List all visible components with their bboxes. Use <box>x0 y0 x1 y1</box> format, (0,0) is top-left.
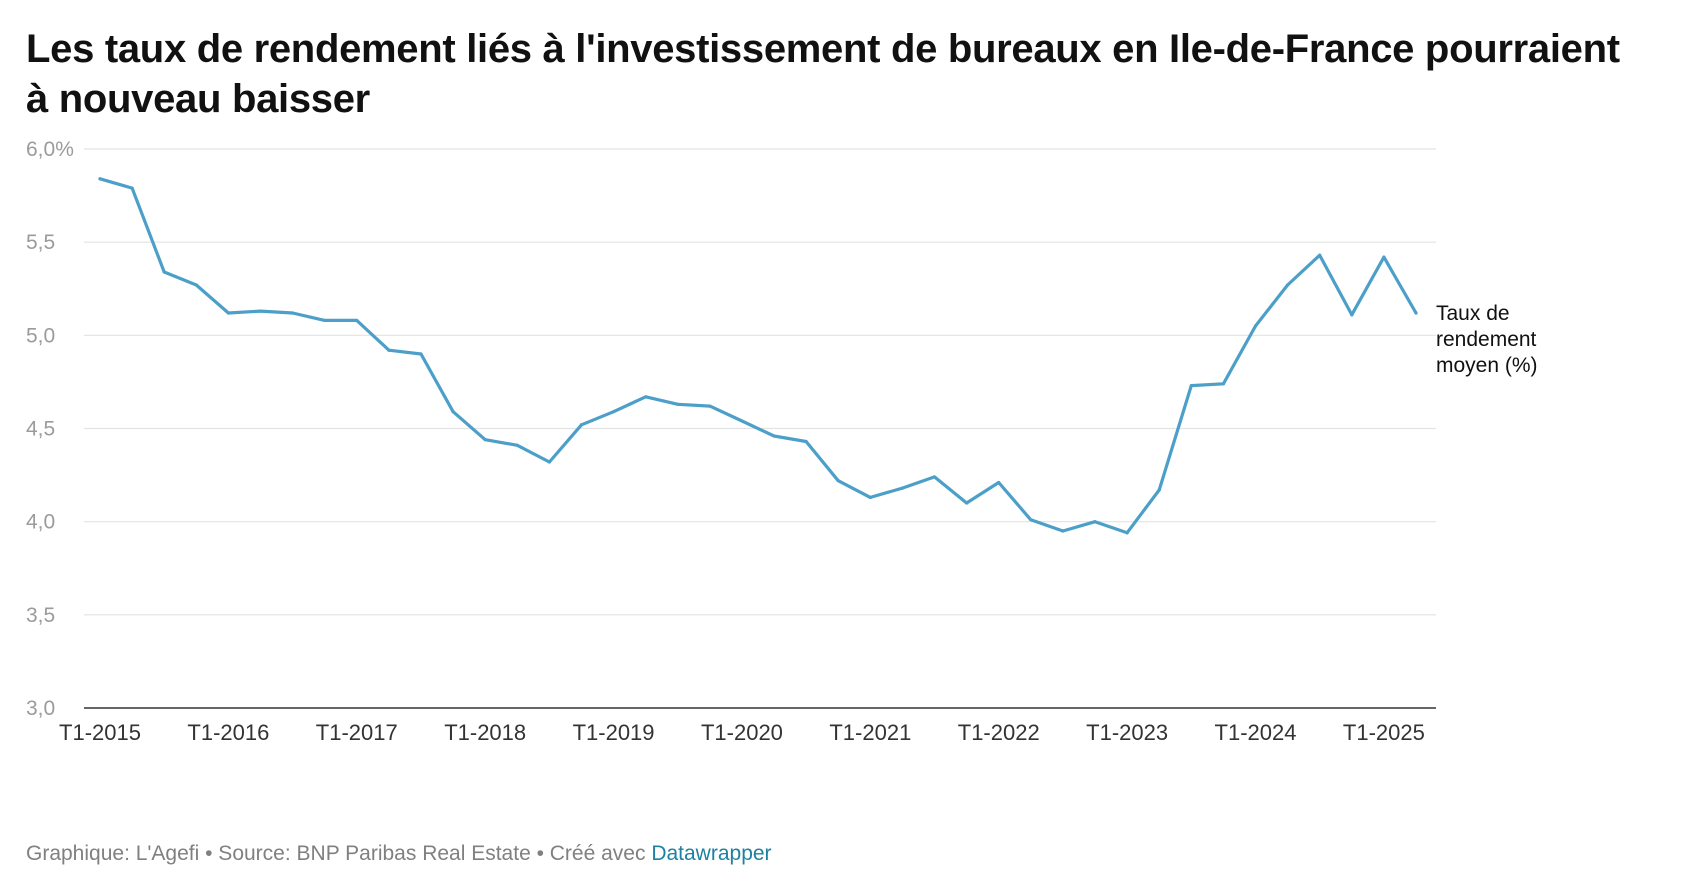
data-point <box>1286 283 1290 287</box>
series-line <box>98 177 1418 535</box>
datawrapper-link[interactable]: Datawrapper <box>651 842 772 865</box>
data-point <box>1382 255 1386 259</box>
x-tick-label: T1-2025 <box>1343 720 1425 745</box>
data-point <box>547 460 551 464</box>
data-point <box>1125 531 1129 535</box>
data-point <box>868 495 872 500</box>
x-tick-label: T1-2018 <box>444 720 526 745</box>
x-tick-label: T1-2022 <box>958 720 1040 745</box>
x-tick-label: T1-2023 <box>1086 720 1168 745</box>
footer-credits: Graphique: L'Agefi • Source: BNP Paribas… <box>26 842 772 866</box>
series-label-line: moyen (%) <box>1436 354 1538 377</box>
data-point <box>611 410 616 414</box>
chart-title: Les taux de rendement liés à l'investiss… <box>26 27 1620 121</box>
x-tick-label: T1-2019 <box>573 720 655 745</box>
y-tick-label: 5,5 <box>26 231 55 254</box>
data-point <box>355 318 359 323</box>
data-point <box>258 309 263 313</box>
data-point <box>162 270 166 274</box>
data-point <box>1318 253 1322 257</box>
series-label: Taux de rendement moyen (%) <box>1436 302 1538 377</box>
data-point <box>1157 488 1161 492</box>
x-axis-ticks: T1-2015 T1-2016 T1-2017 T1-2018 T1-2019 T1-20… <box>59 720 1425 745</box>
x-tick-label: T1-2015 <box>59 720 141 745</box>
grid-lines <box>84 148 1436 709</box>
data-point <box>804 439 808 444</box>
data-point <box>290 311 295 315</box>
x-tick-label: T1-2020 <box>701 720 783 745</box>
data-point <box>98 177 102 181</box>
data-point <box>965 501 969 505</box>
data-point <box>1350 313 1354 317</box>
data-point <box>836 479 840 483</box>
data-point <box>1414 311 1418 315</box>
data-point <box>1189 384 1193 388</box>
data-point <box>772 434 776 438</box>
data-point <box>1093 520 1097 524</box>
y-tick-label: 5,0 <box>26 324 55 347</box>
data-point <box>451 410 455 414</box>
x-tick-label: T1-2016 <box>187 720 269 745</box>
data-points <box>98 177 1418 535</box>
data-point <box>515 443 519 447</box>
data-point <box>1221 382 1226 386</box>
y-tick-label: 3,0 <box>26 697 55 720</box>
data-point <box>579 423 584 427</box>
data-point <box>226 311 230 315</box>
y-tick-label: 3,5 <box>26 604 55 627</box>
series-group <box>98 177 1418 535</box>
data-point <box>997 480 1001 485</box>
footer-source-text: Graphique: L'Agefi • Source: BNP Paribas… <box>26 842 652 865</box>
x-tick-label: T1-2021 <box>829 720 911 745</box>
data-point <box>644 395 648 399</box>
data-point <box>323 318 327 323</box>
data-point <box>130 186 134 190</box>
data-point <box>194 283 198 287</box>
data-point <box>676 402 680 406</box>
data-point <box>1029 518 1033 522</box>
y-axis-ticks: 3,0 3,5 4,0 4,5 5,0 5,5 6,0% <box>26 138 74 720</box>
y-tick-label: 4,0 <box>26 511 55 534</box>
data-point <box>419 352 423 356</box>
data-point <box>1061 529 1065 533</box>
data-point <box>387 348 391 352</box>
y-tick-label: 6,0% <box>26 138 74 161</box>
data-point <box>483 438 487 442</box>
data-point <box>708 404 712 408</box>
y-tick-label: 4,5 <box>26 418 55 441</box>
series-label-line: Taux de <box>1436 302 1510 325</box>
data-point <box>900 486 905 490</box>
data-point <box>740 419 744 423</box>
data-point <box>1253 324 1258 328</box>
x-tick-label: T1-2017 <box>316 720 398 745</box>
data-point <box>932 475 937 479</box>
series-label-line: rendement <box>1436 328 1537 351</box>
x-tick-label: T1-2024 <box>1215 720 1297 745</box>
